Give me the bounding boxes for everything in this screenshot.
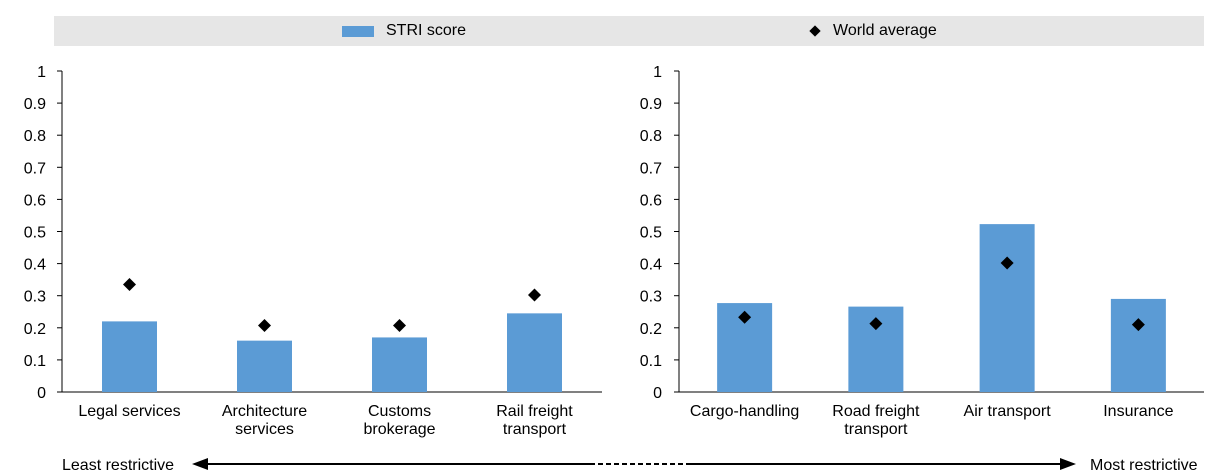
y-tick-label: 0.9 (640, 96, 662, 113)
marker-world-average (869, 317, 883, 331)
y-tick-label: 0.4 (640, 257, 662, 274)
bar-stri-score (372, 337, 427, 392)
legend-item-world-average: World average (809, 16, 937, 46)
legend: STRI score World average (54, 16, 1204, 46)
y-tick-label: 0.6 (24, 192, 46, 209)
y-tick-label: 1 (37, 64, 46, 81)
arrow-left-icon (192, 458, 208, 470)
y-tick-label: 0.7 (24, 160, 46, 177)
marker-world-average (528, 288, 541, 302)
legend-label-world-average: World average (833, 22, 937, 39)
y-tick-label: 0.2 (24, 321, 46, 338)
y-tick-label: 1 (653, 64, 662, 81)
y-tick-label: 0.7 (640, 160, 662, 177)
marker-world-average (1000, 256, 1014, 270)
scale-label-least: Least restrictive (62, 457, 174, 472)
category-label: Insurance (1103, 403, 1173, 420)
marker-world-average (393, 319, 406, 333)
category-label: Rail freight transport (496, 403, 573, 438)
y-tick-label: 0 (37, 385, 46, 402)
restrictiveness-scale: Least restrictive Most restrictive (62, 457, 1198, 472)
category-label: Customs brokerage (363, 403, 435, 438)
category-label: Legal services (78, 403, 180, 420)
marker-world-average (1131, 318, 1145, 332)
y-tick-label: 0.3 (640, 289, 662, 306)
marker-world-average (738, 310, 752, 324)
y-tick-label: 0.8 (24, 128, 46, 145)
marker-world-average (123, 277, 136, 291)
category-label: Architecture services (222, 403, 307, 438)
arrow-right-icon (1060, 458, 1076, 470)
category-label: Air transport (964, 403, 1052, 420)
bar-stri-score (102, 321, 157, 392)
bar-stri-score (979, 224, 1035, 392)
chart-panel-left: 0 0.1 0.2 0.3 0.4 0.5 0.6 0.7 0.8 0.9 1 Legal servi… (24, 64, 602, 438)
chart-panel-right: 0 0.1 0.2 0.3 0.4 0.5 0.6 0.7 0.8 0.9 1 Cargo-handl… (640, 64, 1204, 438)
legend-item-stri-score: STRI score (342, 16, 466, 46)
y-tick-label: 0.1 (640, 353, 662, 370)
bar-stri-score (507, 313, 562, 392)
y-tick-label: 0.6 (640, 192, 662, 209)
y-tick-label: 0.5 (640, 225, 662, 242)
y-tick-label: 0.4 (24, 257, 46, 274)
scale-label-most: Most restrictive (1090, 457, 1198, 472)
y-tick-label: 0.2 (640, 321, 662, 338)
marker-world-average (258, 319, 271, 333)
y-tick-label: 0 (653, 385, 662, 402)
y-tick-label: 0.5 (24, 225, 46, 242)
y-tick-label: 0.3 (24, 289, 46, 306)
category-label: Road freight transport (832, 403, 920, 438)
bar-stri-score (237, 340, 292, 392)
y-tick-label: 0.1 (24, 353, 46, 370)
legend-label-stri-score: STRI score (386, 22, 467, 39)
category-label: Cargo-handling (690, 403, 799, 420)
y-tick-label: 0.9 (24, 96, 46, 113)
bar-stri-score (1110, 298, 1166, 392)
legend-swatch-bar (342, 25, 374, 37)
y-tick-label: 0.8 (640, 128, 662, 145)
